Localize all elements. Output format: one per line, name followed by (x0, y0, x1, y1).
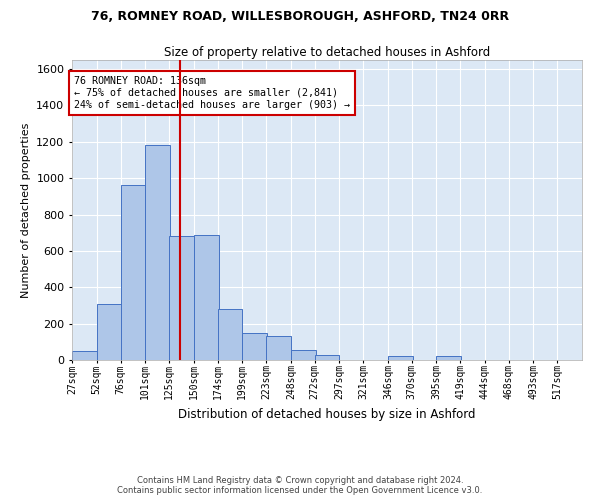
Text: Contains HM Land Registry data © Crown copyright and database right 2024.
Contai: Contains HM Land Registry data © Crown c… (118, 476, 482, 495)
Bar (388, 356, 413, 360)
Bar (242, 332, 267, 360)
Bar (121, 186, 145, 360)
Y-axis label: Number of detached properties: Number of detached properties (20, 122, 31, 298)
X-axis label: Distribution of detached houses by size in Ashford: Distribution of detached houses by size … (178, 408, 476, 420)
Bar (72, 351, 97, 360)
Bar (266, 336, 291, 360)
Text: 76, ROMNEY ROAD, WILLESBOROUGH, ASHFORD, TN24 0RR: 76, ROMNEY ROAD, WILLESBOROUGH, ASHFORD,… (91, 10, 509, 23)
Bar (169, 236, 194, 360)
Text: 76 ROMNEY ROAD: 136sqm
← 75% of detached houses are smaller (2,841)
24% of semi-: 76 ROMNEY ROAD: 136sqm ← 75% of detached… (74, 76, 350, 110)
Bar (436, 356, 461, 360)
Bar (291, 350, 316, 360)
Title: Size of property relative to detached houses in Ashford: Size of property relative to detached ho… (164, 46, 490, 59)
Bar (314, 354, 340, 360)
Bar (218, 309, 242, 360)
Bar (145, 146, 170, 360)
Bar (194, 234, 218, 360)
Bar (97, 304, 122, 360)
